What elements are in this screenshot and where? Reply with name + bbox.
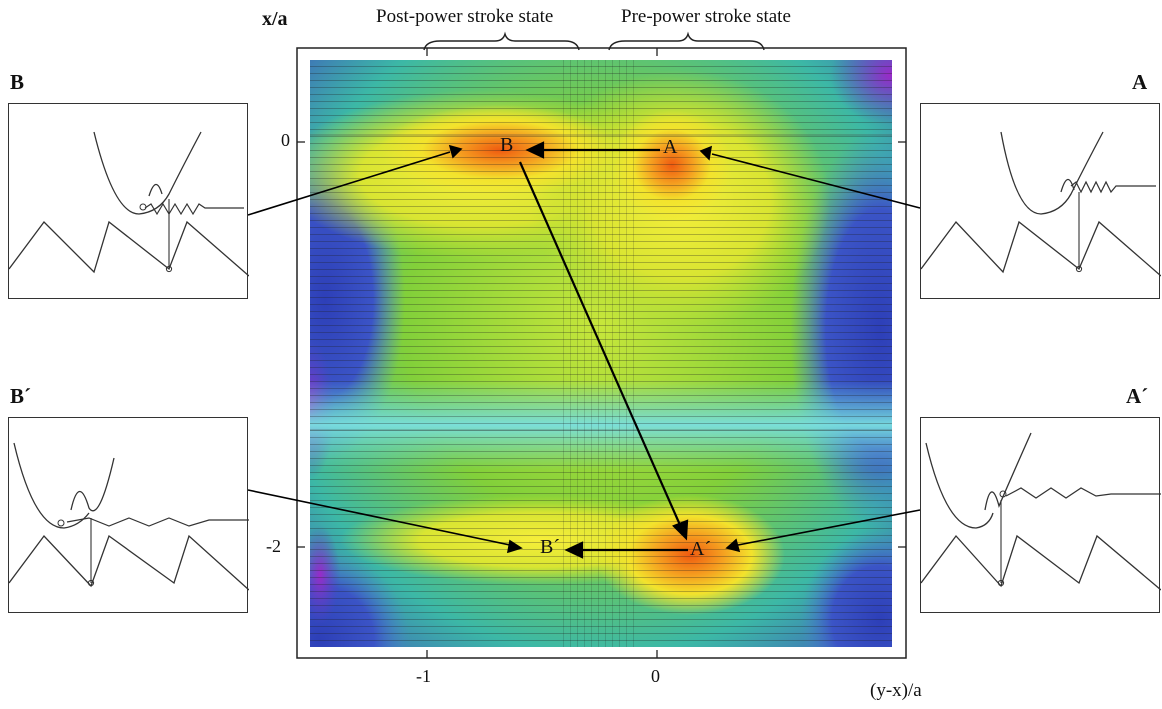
y-axis-title: x/a	[262, 8, 288, 31]
x-tick-0: 0	[651, 666, 660, 687]
panel-label-b-prime: B´	[10, 384, 31, 409]
y-tick-0: 0	[281, 130, 290, 151]
panel-a	[920, 103, 1160, 299]
panel-label-a-prime: A´	[1126, 384, 1148, 409]
map-point-b: B	[500, 134, 513, 157]
map-point-a-prime: A´	[690, 538, 711, 561]
contour-map	[230, 25, 970, 709]
panel-b-prime	[8, 417, 248, 613]
x-axis-title: (y-x)/a	[870, 680, 922, 702]
panel-label-b: B	[10, 70, 24, 95]
y-tick-neg2: -2	[266, 536, 281, 557]
panel-a-prime	[920, 417, 1160, 613]
map-point-a: A	[663, 136, 677, 159]
map-point-b-prime: B´	[540, 536, 560, 559]
post-power-stroke-label: Post-power stroke state	[376, 6, 553, 28]
x-tick-neg1: -1	[416, 666, 431, 687]
panel-label-a: A	[1132, 70, 1147, 95]
pre-power-stroke-label: Pre-power stroke state	[621, 6, 791, 28]
panel-b	[8, 103, 248, 299]
